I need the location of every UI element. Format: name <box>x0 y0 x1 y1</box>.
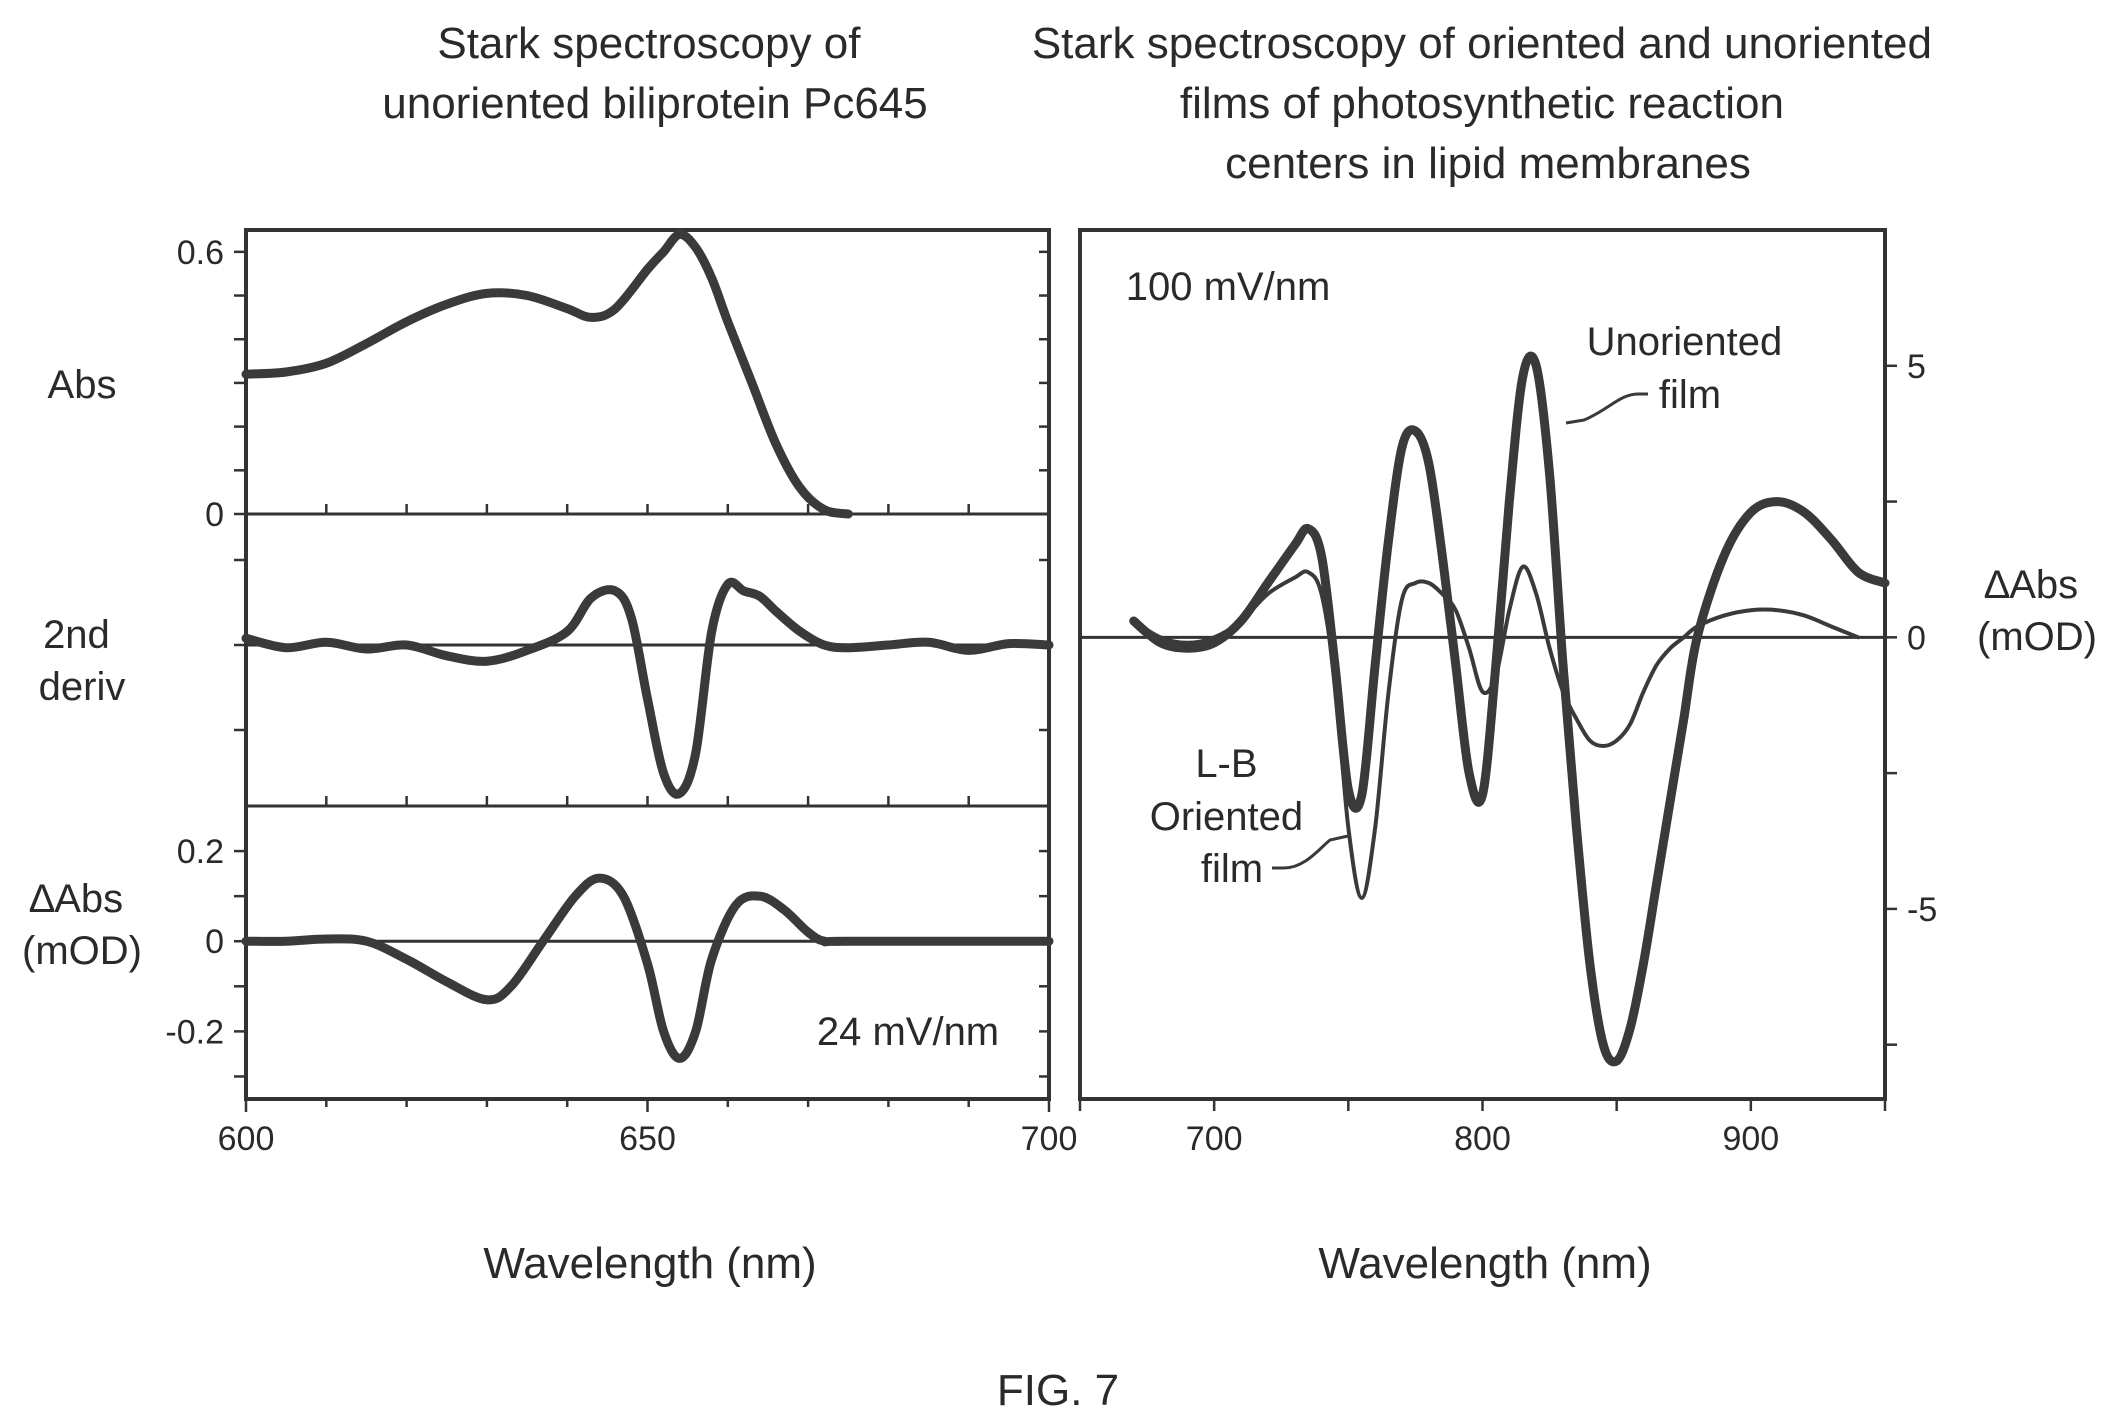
figure-label: FIG. 7 <box>997 1366 1119 1415</box>
left-x-tick-label: 600 <box>218 1120 275 1158</box>
right-y-axis-label: ∆Abs (mOD) <box>1977 563 2097 659</box>
left-x-tick-label: 700 <box>1021 1120 1078 1158</box>
abs-panel-label: Abs <box>48 363 117 407</box>
right-y-tick-label: -5 <box>1907 891 1937 929</box>
left-field-strength-label: 24 mV/nm <box>817 1010 999 1054</box>
lb-oriented-film-leader-line <box>1272 834 1349 870</box>
unoriented-film-leader-line <box>1565 392 1648 425</box>
lb-oriented-film-curve <box>1131 564 1861 900</box>
right-x-tick-label: 900 <box>1722 1120 1779 1158</box>
lb-oriented-film-label: L-B Oriented film <box>1150 742 1315 891</box>
dabs-panel-label: ∆Abs (mOD) <box>22 877 142 973</box>
abs-y-tick-label: 0 <box>205 496 224 534</box>
second-derivative-curve <box>241 577 1054 799</box>
dabs-y-tick-label: -0.2 <box>165 1013 224 1051</box>
right-x-tick-label: 700 <box>1186 1120 1243 1158</box>
right-y-tick-label: 0 <box>1907 619 1926 657</box>
dabs-y-tick-label: 0.2 <box>177 833 224 871</box>
left-chart-title: Stark spectroscopy of unoriented bilipro… <box>382 19 928 128</box>
deriv-panel-label: 2nd deriv <box>39 613 126 709</box>
abs-curve <box>241 229 853 519</box>
abs-y-tick-label: 0.6 <box>177 234 224 272</box>
right-x-tick-label: 800 <box>1454 1120 1511 1158</box>
right-field-strength-label: 100 mV/nm <box>1126 265 1331 309</box>
dabs-y-tick-label: 0 <box>205 923 224 961</box>
dabs-curve <box>241 873 1054 1063</box>
unoriented-film-label: Unoriented film <box>1587 320 1794 417</box>
left-x-axis-label: Wavelength (nm) <box>483 1239 816 1288</box>
right-x-axis-label: Wavelength (nm) <box>1318 1239 1651 1288</box>
left-x-tick-label: 650 <box>619 1120 676 1158</box>
unoriented-film-curve <box>1129 351 1890 1067</box>
right-chart-title: Stark spectroscopy of oriented and unori… <box>1032 19 1944 188</box>
right-y-tick-label: 5 <box>1907 348 1926 386</box>
